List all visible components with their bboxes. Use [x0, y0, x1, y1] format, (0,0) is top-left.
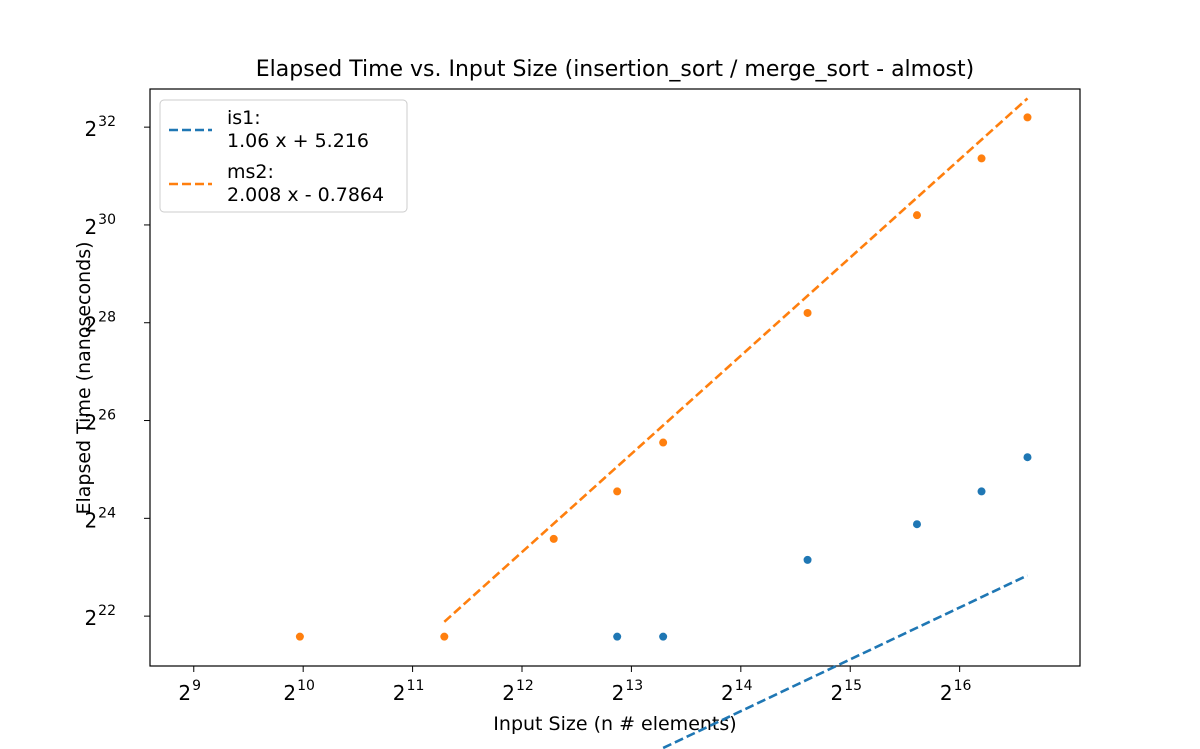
data-point-is1 — [803, 555, 812, 564]
x-tick-label: 212 — [502, 678, 534, 705]
y-axis-label: Elapsed Time (nanoseconds) — [73, 241, 95, 514]
data-point-ms2 — [803, 308, 812, 317]
x-tick-label: 215 — [830, 678, 862, 705]
y-tick-label: 230 — [84, 212, 116, 239]
y-tick-label: 222 — [84, 603, 116, 630]
fit-line-ms2 — [443, 97, 1029, 623]
data-point-ms2 — [912, 211, 921, 220]
legend-fit-label: 1.06 x + 5.216 — [227, 130, 369, 152]
data-point-ms2 — [549, 534, 558, 543]
data-point-ms2 — [977, 154, 986, 163]
y-tick-label: 228 — [84, 310, 116, 337]
y-tick-label: 226 — [84, 408, 116, 435]
x-tick-label: 213 — [612, 678, 644, 705]
y-tick-label: 232 — [84, 114, 116, 141]
plot-area: 29 210 211 212 213 214 215 216 222 224 226 228 230 23… — [84, 88, 1081, 749]
legend-fit-label: 2.008 x - 0.7864 — [227, 184, 384, 206]
y-tick-label: 224 — [84, 505, 116, 532]
data-point-is1 — [1023, 453, 1032, 462]
data-point-ms2 — [659, 438, 668, 447]
fit-line-is1 — [662, 574, 1029, 749]
data-point-is1 — [613, 632, 622, 641]
legend: is1:1.06 x + 5.216 ms2:2.008 x - 0.7864 — [159, 99, 408, 213]
x-tick-label: 214 — [721, 678, 753, 705]
data-point-ms2 — [1023, 113, 1032, 122]
x-tick-label: 216 — [940, 678, 972, 705]
data-point-ms2 — [613, 487, 622, 496]
x-tick-label: 211 — [393, 678, 425, 705]
data-point-ms2 — [295, 632, 304, 641]
x-axis-label: Input Size (n # elements) — [493, 713, 736, 735]
data-point-ms2 — [440, 632, 449, 641]
x-tick-label: 210 — [283, 678, 315, 705]
x-tick-label: 29 — [178, 678, 201, 705]
legend-series-name: is1: — [227, 107, 261, 129]
legend-series-name: ms2: — [227, 161, 274, 183]
legend-box — [159, 99, 408, 213]
chart-title: Elapsed Time vs. Input Size (insertion_s… — [256, 57, 974, 82]
plot-frame — [149, 88, 1081, 667]
data-point-is1 — [977, 487, 986, 496]
data-point-is1 — [912, 520, 921, 529]
data-point-is1 — [659, 632, 668, 641]
